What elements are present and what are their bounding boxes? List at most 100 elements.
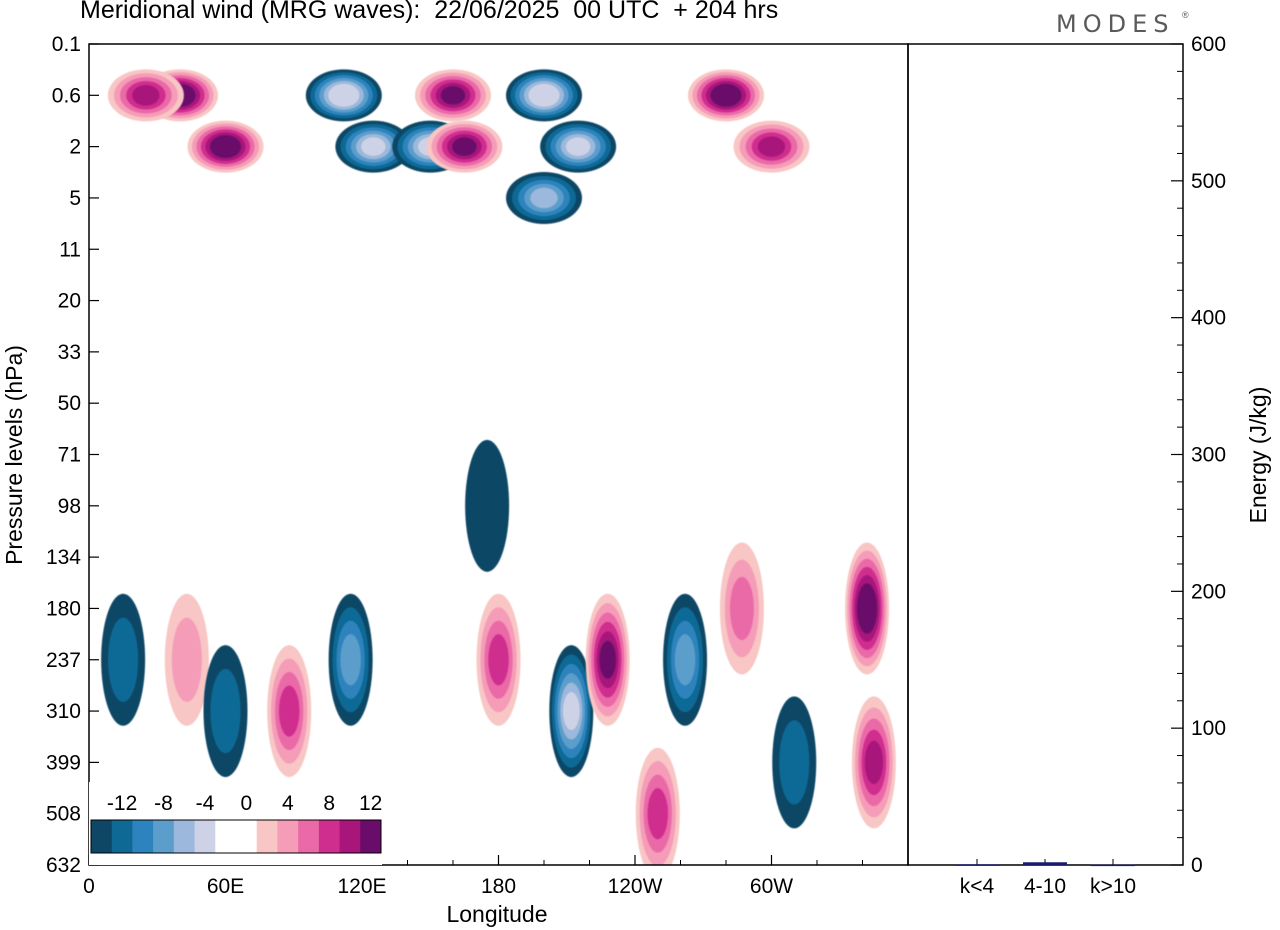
contour-band xyxy=(532,86,556,104)
chart-title: Meridional wind (MRG waves): 22/06/2025 … xyxy=(80,0,779,24)
colorbar-swatch xyxy=(236,820,258,853)
heatmap-field xyxy=(101,69,896,865)
energy-bar xyxy=(955,864,999,866)
energy-y-tick-label: 300 xyxy=(1191,444,1226,467)
contour-band xyxy=(340,634,361,686)
y-tick-label: 2 xyxy=(69,136,81,159)
energy-y-tick-label: 600 xyxy=(1191,33,1226,56)
colorbar: -12 -8 -4 0 4 8 12 xyxy=(89,782,382,865)
contour-feature xyxy=(426,120,503,173)
colorbar-swatch xyxy=(277,820,299,853)
colorbar-swatch xyxy=(318,820,341,853)
contour-feature xyxy=(305,69,382,122)
x-tick-label: 60E xyxy=(207,875,244,898)
contour-feature xyxy=(540,120,617,173)
contour-band xyxy=(565,137,591,156)
colorbar-label: 12 xyxy=(359,792,382,815)
y-tick-label: 71 xyxy=(58,444,81,467)
colorbar-label: 0 xyxy=(241,792,253,815)
y-axis-label: Pressure levels (hPa) xyxy=(1,345,27,565)
colorbar-swatch xyxy=(173,820,196,853)
colorbar-swatch xyxy=(298,820,320,853)
energy-y-tick-label: 0 xyxy=(1191,854,1203,877)
contour-band xyxy=(562,692,580,731)
contour-feature xyxy=(465,439,510,572)
logo-registered-mark: ® xyxy=(1182,10,1189,20)
contour-feature xyxy=(585,593,630,726)
contour-band xyxy=(864,740,884,785)
energy-y-tick-label: 100 xyxy=(1191,717,1226,740)
energy-bar xyxy=(1091,864,1135,867)
x-tick-label: 120E xyxy=(337,875,386,898)
contour-band xyxy=(452,137,477,156)
energy-x-tick-label: 4-10 xyxy=(1024,875,1066,898)
contour-band xyxy=(729,576,754,640)
colorbar-swatch xyxy=(111,820,133,853)
colorbar-label: -8 xyxy=(154,792,173,815)
y-tick-label: 20 xyxy=(58,290,81,313)
energy-frame xyxy=(907,43,1184,866)
contour-band xyxy=(779,720,810,805)
contour-band xyxy=(361,137,386,156)
contour-band xyxy=(647,788,669,840)
contour-band xyxy=(859,591,875,626)
contour-feature xyxy=(164,593,209,726)
contour-feature xyxy=(688,69,764,122)
y-tick-label: 0.6 xyxy=(52,84,81,107)
energy-y-tick-label: 500 xyxy=(1191,170,1226,193)
contour-band xyxy=(332,86,355,104)
contour-band xyxy=(440,85,466,105)
contour-feature xyxy=(772,696,817,829)
y-tick-label: 237 xyxy=(46,649,81,672)
y-tick-label: 180 xyxy=(46,597,81,620)
colorbar-label: 4 xyxy=(282,792,294,815)
energy-axis-label: Energy (J/kg) xyxy=(1245,387,1271,524)
contour-band xyxy=(210,668,241,754)
colorbar-label: 8 xyxy=(323,792,335,815)
x-tick-label: 0 xyxy=(83,875,95,898)
contour-feature xyxy=(415,69,491,122)
y-tick-label: 310 xyxy=(46,700,81,723)
y-tick-label: 399 xyxy=(46,751,81,774)
energy-panel: 0 100 200 300 400 500 600 Energy (J/kg) k<4 4-10 k… xyxy=(955,33,1271,898)
contour-band xyxy=(171,617,202,702)
contour-feature xyxy=(851,696,896,829)
contour-feature xyxy=(663,593,708,726)
contour-feature xyxy=(335,120,412,173)
contour-band xyxy=(465,439,510,572)
contour-feature xyxy=(267,645,312,778)
colorbar-swatch xyxy=(215,820,237,853)
contour-band xyxy=(278,685,300,737)
contour-band xyxy=(757,136,786,157)
y-tick-label: 632 xyxy=(46,854,81,877)
contour-feature xyxy=(733,120,810,173)
contour-feature xyxy=(635,747,680,865)
contour-feature xyxy=(845,542,890,675)
contour-band xyxy=(488,634,509,686)
contour-band xyxy=(714,86,738,104)
x-tick-label: 60W xyxy=(750,875,793,898)
contour-band xyxy=(108,617,139,702)
colorbar-swatch xyxy=(153,820,175,853)
energy-x-tick-label: k>10 xyxy=(1090,875,1136,898)
x-tick-label: 180 xyxy=(481,875,516,898)
contour-feature xyxy=(187,120,264,173)
energy-bar xyxy=(1023,862,1067,865)
y-tick-label: 33 xyxy=(58,341,81,364)
energy-x-tick-label: k<4 xyxy=(960,875,995,898)
y-tick-label: 98 xyxy=(58,495,81,518)
colorbar-frame xyxy=(90,819,382,854)
contour-band xyxy=(214,137,237,156)
y-tick-label: 5 xyxy=(69,187,81,210)
energy-y-tick-label: 400 xyxy=(1191,307,1226,330)
y-tick-label: 11 xyxy=(59,238,81,261)
contour-band xyxy=(132,85,160,106)
colorbar-label: -12 xyxy=(107,792,137,815)
colorbar-label: -4 xyxy=(196,792,215,815)
colorbar-swatch xyxy=(91,820,113,853)
y-tick-label: 50 xyxy=(58,392,81,415)
colorbar-swatch xyxy=(194,820,216,853)
contour-feature xyxy=(328,593,373,726)
contour-feature xyxy=(101,593,146,726)
